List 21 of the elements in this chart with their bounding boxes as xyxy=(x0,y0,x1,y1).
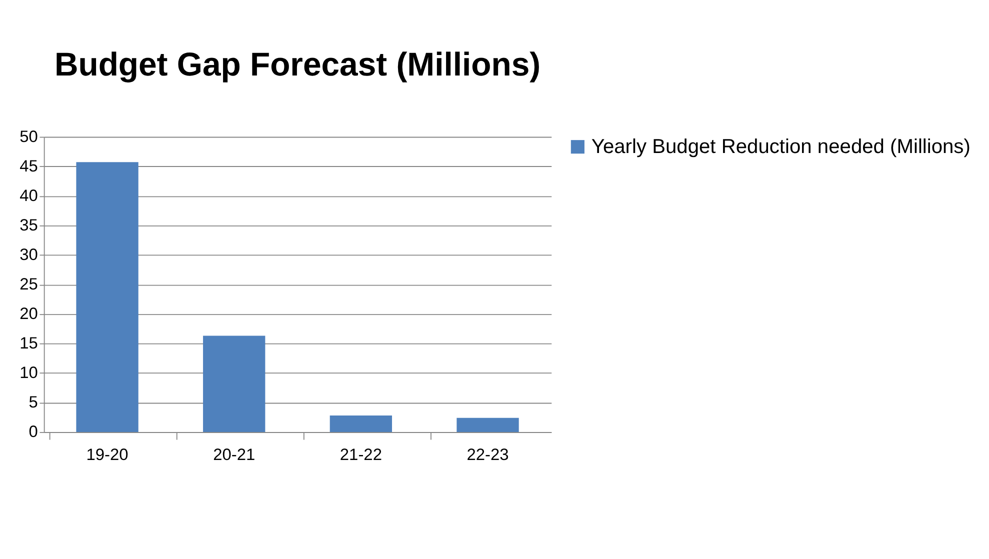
y-tick-label: 20 xyxy=(20,304,38,323)
x-tick-label: 20-21 xyxy=(213,446,256,464)
y-tick-label: 50 xyxy=(20,128,38,146)
bar xyxy=(330,415,392,432)
y-tick-label: 10 xyxy=(20,364,38,382)
y-tick-label: 25 xyxy=(20,275,38,294)
x-tick-label: 19-20 xyxy=(86,446,128,464)
y-tick-label: 40 xyxy=(20,186,38,205)
y-tick-label: 45 xyxy=(20,157,38,176)
bar xyxy=(76,162,138,432)
x-tick-label: 22-23 xyxy=(466,446,509,464)
y-tick-label: 5 xyxy=(28,394,38,412)
y-tick-label: 0 xyxy=(28,423,38,442)
bar xyxy=(456,418,519,432)
bar xyxy=(203,336,266,432)
y-tick-label: 30 xyxy=(20,246,38,264)
legend-label: Yearly Budget Reduction needed (Millions) xyxy=(591,136,970,158)
y-tick-label: 35 xyxy=(20,216,38,234)
chart-title: Budget Gap Forecast (Millions) xyxy=(54,46,541,83)
x-tick-label: 21-22 xyxy=(340,446,382,464)
y-tick-label: 15 xyxy=(20,334,38,352)
